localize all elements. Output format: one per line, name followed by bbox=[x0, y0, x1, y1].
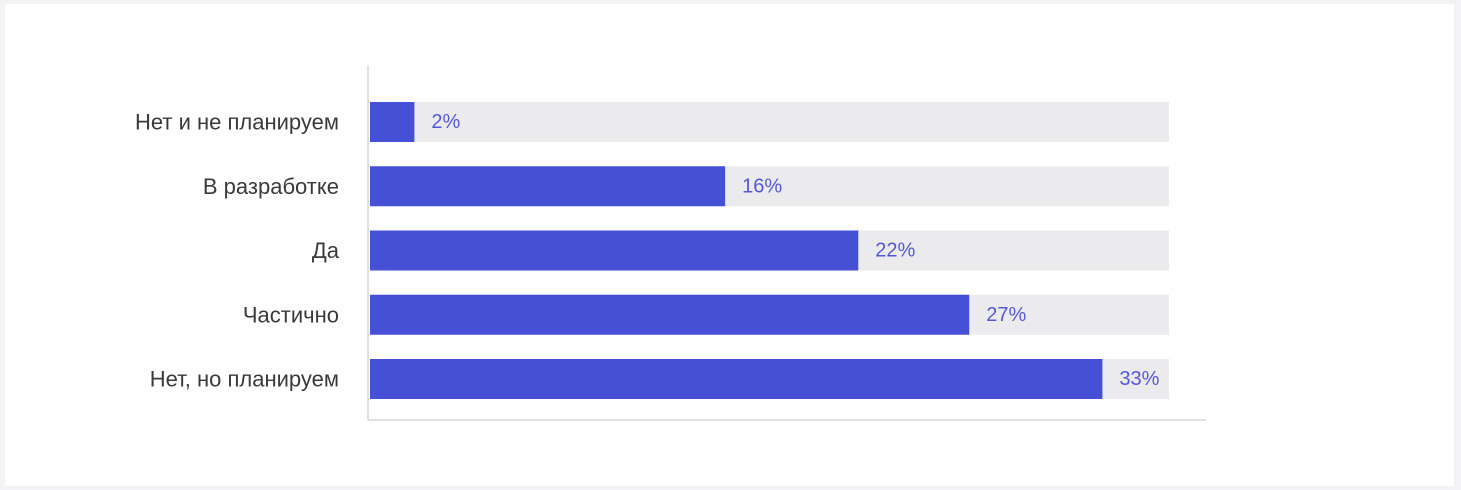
value-label: 2% bbox=[431, 111, 460, 133]
value-label: 33% bbox=[1119, 368, 1159, 390]
bar bbox=[370, 230, 859, 271]
category-label: Нет, но планируем bbox=[150, 367, 339, 392]
category-label: Частично bbox=[243, 302, 339, 327]
bar bbox=[370, 166, 726, 207]
bar-row: В разработке 16% bbox=[203, 166, 1169, 207]
bar-track bbox=[370, 102, 1169, 142]
bar-row: Частично 27% bbox=[243, 294, 1169, 335]
bar-row: Да 22% bbox=[312, 230, 1169, 271]
bars-layer: Нет и не планируем 2% В разработке 16% Да 22%… bbox=[135, 102, 1169, 399]
value-label: 27% bbox=[986, 304, 1026, 326]
bar bbox=[370, 102, 415, 142]
bar bbox=[370, 294, 970, 335]
bar-chart: Нет и не планируем 2% В разработке 16% Да 22%… bbox=[135, 66, 1206, 421]
bar-row: Нет и не планируем 2% bbox=[135, 102, 1169, 142]
value-label: 22% bbox=[875, 240, 915, 262]
bar-row: Нет, но планируем 33% bbox=[150, 359, 1169, 399]
category-label: Да bbox=[312, 238, 340, 263]
value-label: 16% bbox=[742, 175, 782, 197]
chart-card: Нет и не планируем 2% В разработке 16% Да 22%… bbox=[5, 4, 1454, 486]
category-label: Нет и не планируем bbox=[135, 110, 339, 135]
bar bbox=[370, 359, 1103, 399]
category-label: В разработке bbox=[203, 174, 339, 199]
